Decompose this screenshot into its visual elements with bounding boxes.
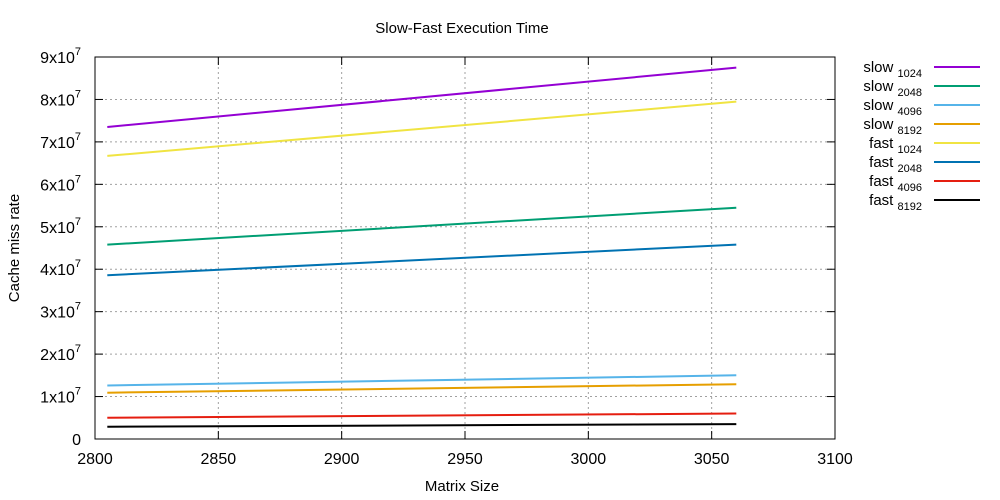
series-line-slow-4096 [107,374,737,387]
y-tick-label: 2x107 [40,343,81,364]
x-tick-label: 2850 [201,451,237,468]
x-tick-label: 2900 [324,451,360,468]
legend-label: fast 8192 [869,192,922,213]
legend-label: slow 2048 [863,78,922,99]
chart-title: Slow-Fast Execution Time [375,20,548,37]
x-tick-label: 2800 [77,451,113,468]
x-tick-label: 2950 [447,451,483,468]
legend-label: fast 4096 [869,173,922,194]
grid [95,57,835,439]
series-line-fast-1024 [107,100,737,157]
legend-label: slow 1024 [863,59,922,80]
ticks [94,56,836,440]
series-line-fast-4096 [107,412,737,419]
y-axis-title: Cache miss rate [6,194,23,302]
y-tick-label: 1x107 [40,386,81,407]
series-line-fast-2048 [107,243,737,277]
series-line-slow-1024 [107,66,737,128]
series-line-slow-2048 [107,206,737,246]
y-tick-labels: 0 1x107 2x107 3x107 4x107 5x107 6x107 7x107 8x10… [40,46,81,449]
y-tick-label: 5x107 [40,216,81,237]
y-tick-label: 0 [72,432,81,449]
x-tick-labels: 2800 2850 2900 2950 3000 3050 3100 [77,451,853,468]
legend-label: fast 2048 [869,154,922,175]
legend-label: slow 8192 [863,116,922,137]
x-tick-label: 3000 [571,451,607,468]
x-tick-label: 3100 [817,451,853,468]
y-tick-label: 3x107 [40,301,81,322]
y-tick-label: 8x107 [40,88,81,109]
series-line-slow-8192 [107,383,737,394]
legend-label: fast 1024 [869,135,922,156]
y-tick-label: 7x107 [40,131,81,152]
x-tick-label: 3050 [694,451,730,468]
y-tick-label: 9x107 [40,46,81,67]
y-tick-label: 6x107 [40,173,81,194]
y-tick-label: 4x107 [40,258,81,279]
series-lines [107,66,737,428]
x-axis-title: Matrix Size [425,478,499,495]
series-line-fast-8192 [107,423,737,428]
legend-label: slow 4096 [863,97,922,118]
